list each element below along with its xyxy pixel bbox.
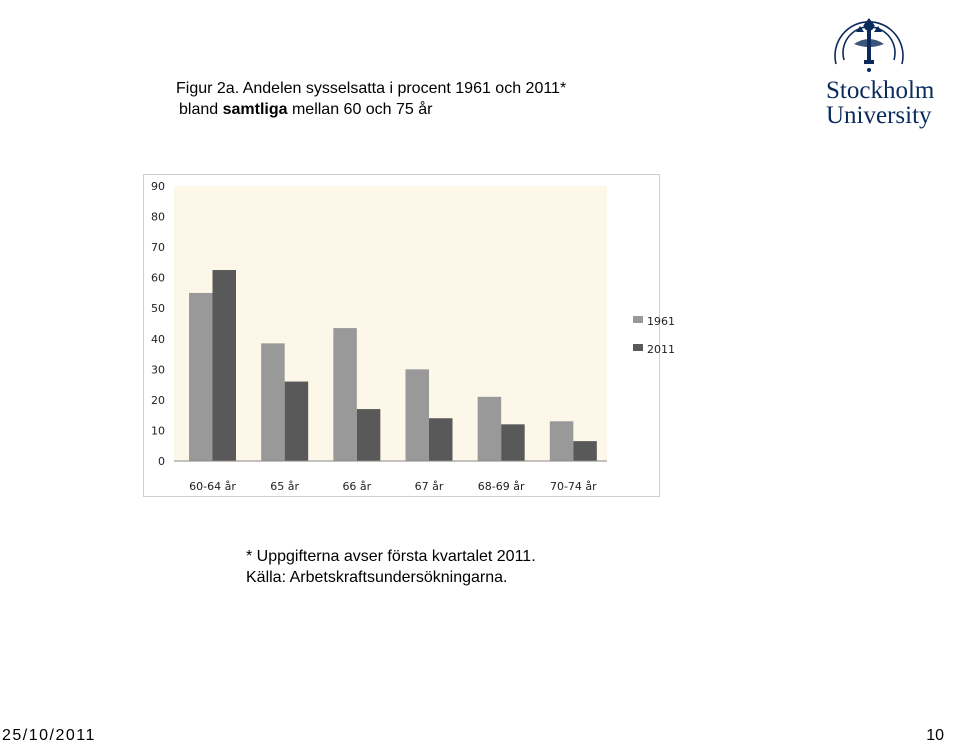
stockholm-university-logo: Stockholm University (826, 4, 956, 128)
x-tick-label: 68-69 år (478, 480, 525, 493)
x-tick-label: 67 år (415, 480, 444, 493)
bar-1961 (405, 369, 429, 461)
legend-label-1961: 1961 (647, 315, 675, 328)
y-tick-label: 70 (151, 241, 165, 254)
footnote-source: Källa: Arbetskraftsundersökningarna. (246, 569, 508, 586)
chart-title: Figur 2a. Andelen sysselsatta i procent … (176, 78, 566, 120)
university-seal-icon (834, 18, 904, 72)
bar-1961 (189, 292, 213, 461)
x-tick-label: 65 år (270, 480, 299, 493)
bar-1961 (261, 343, 285, 461)
bar-2011 (356, 409, 381, 461)
footnote-line-1: * Uppgifterna avser första kvartalet 201… (246, 548, 536, 565)
bar-2011 (284, 381, 309, 461)
y-tick-label: 90 (151, 180, 165, 193)
legend-label-2011: 2011 (647, 343, 675, 356)
title-bold: samtliga (222, 101, 288, 118)
bar-2011 (429, 418, 453, 461)
x-tick-label: 66 år (342, 480, 371, 493)
y-tick-label: 80 (151, 211, 165, 224)
y-tick-label: 10 (151, 424, 165, 437)
x-tick-label: 60-64 år (189, 480, 236, 493)
y-tick-label: 30 (151, 363, 165, 376)
logo-word-stockholm: Stockholm (826, 77, 935, 104)
bar-2011 (501, 424, 525, 461)
footnote: * Uppgifterna avser första kvartalet 201… (246, 546, 536, 588)
x-tick-label: 70-74 år (550, 480, 597, 493)
title-post: mellan 60 och 75 år (287, 101, 433, 118)
y-tick-label: 50 (151, 302, 165, 315)
bar-1961 (549, 421, 574, 461)
plot-area (174, 186, 607, 462)
title-line-2: bland samtliga mellan 60 och 75 år (176, 99, 566, 120)
y-tick-label: 60 (151, 272, 165, 285)
bar-2011 (212, 270, 236, 461)
legend-swatch-2011 (633, 344, 643, 351)
bar-1961 (333, 328, 357, 461)
title-pre: bland (179, 101, 223, 118)
y-tick-label: 40 (151, 333, 165, 346)
footer-date: 25/10/2011 (2, 727, 96, 744)
logo-word-university: University (826, 102, 932, 129)
y-tick-label: 20 (151, 394, 165, 407)
legend-swatch-1961 (633, 316, 643, 323)
page-number: 10 (926, 727, 944, 744)
y-tick-label: 0 (158, 455, 165, 468)
title-line-1: Figur 2a. Andelen sysselsatta i procent … (176, 80, 567, 97)
bar-2011 (573, 441, 597, 461)
bar-1961 (477, 396, 502, 461)
